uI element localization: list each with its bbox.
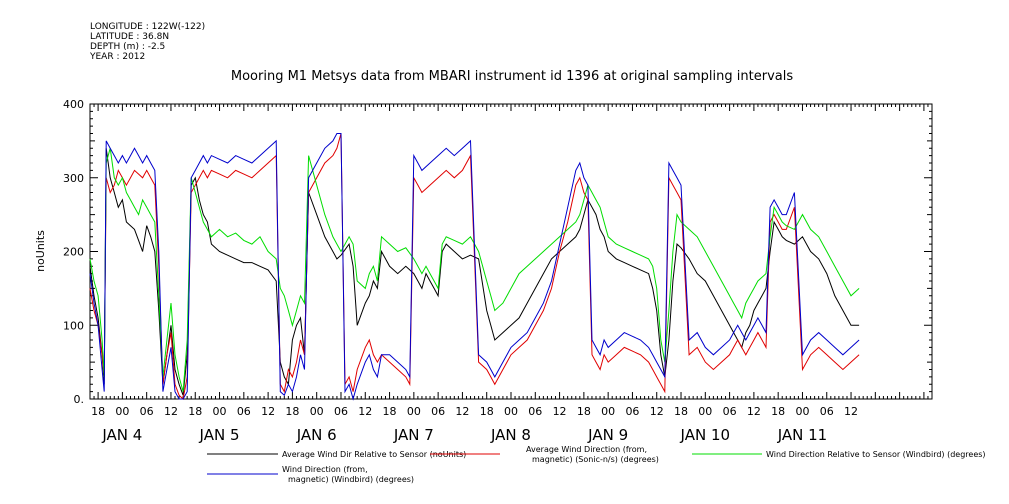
x-tick-label: 12 (650, 405, 664, 418)
meta-latitude: LATITUDE : 36.8N (90, 32, 170, 42)
x-tick-label: 06 (431, 405, 445, 418)
x-tick-label: 06 (237, 405, 251, 418)
metadata-block: LONGITUDE : 122W(-122) LATITUDE : 36.8N … (90, 22, 205, 62)
x-tick-label: 06 (528, 405, 542, 418)
x-tick-label: 00 (698, 405, 712, 418)
x-tick-label: 18 (577, 405, 591, 418)
x-tick-label: 00 (407, 405, 421, 418)
series-line-1 (89, 133, 860, 400)
x-tick-label: 00 (601, 405, 615, 418)
date-label: JAN 5 (199, 426, 240, 444)
x-tick-label: 06 (723, 405, 737, 418)
x-tick-label: 18 (771, 405, 785, 418)
plot-area: 0. 100 200 300 400 18 00 06 12 18 00 06 12 18 00 06 12 18… (63, 98, 933, 444)
x-tick-label: 18 (285, 405, 299, 418)
x-tick-label: 00 (504, 405, 518, 418)
legend-label-1: magnetic) (Sonic-n/s) (degrees) (532, 455, 659, 464)
x-tick-label: 18 (383, 405, 397, 418)
legend-label-1: Average Wind Direction (from, (526, 445, 647, 454)
x-tick-label: 12 (553, 405, 567, 418)
x-tick-label: 06 (820, 405, 834, 418)
date-label: JAN 7 (393, 426, 434, 444)
date-label: JAN 10 (680, 426, 731, 444)
date-label: JAN 4 (101, 426, 142, 444)
x-tick-label: 00 (310, 405, 324, 418)
meta-depth: DEPTH (m) : -2.5 (90, 42, 166, 52)
x-tick-label: 12 (261, 405, 275, 418)
x-tick-label: 00 (115, 405, 129, 418)
x-tick-label: 18 (674, 405, 688, 418)
x-tick-label: 18 (480, 405, 494, 418)
meta-year: YEAR : 2012 (90, 52, 146, 62)
meta-longitude: LONGITUDE : 122W(-122) (90, 22, 206, 32)
x-tick-label: 06 (140, 405, 154, 418)
x-tick-label: 00 (795, 405, 809, 418)
x-tick-label: 12 (747, 405, 761, 418)
date-label: JAN 9 (587, 426, 628, 444)
x-tick-label: 12 (455, 405, 469, 418)
x-tick-label: 06 (334, 405, 348, 418)
series-line-0 (89, 148, 860, 396)
y-tick-label: 0. (74, 393, 85, 406)
series-line-2 (89, 148, 860, 392)
x-tick-label: 12 (844, 405, 858, 418)
legend-label-0: Average Wind Dir Relative to Sensor (noU… (282, 450, 466, 459)
legend-label-2: Wind Direction Relative to Sensor (Windb… (766, 450, 986, 459)
date-label: JAN 6 (296, 426, 337, 444)
y-tick-label: 200 (63, 246, 84, 259)
x-tick-label: 12 (164, 405, 178, 418)
x-tick-label: 00 (213, 405, 227, 418)
x-tick-label: 06 (625, 405, 639, 418)
legend-label-3: magnetic) (Windbird) (degrees) (288, 475, 414, 484)
y-tick-label: 400 (63, 98, 84, 111)
x-tick-label: 18 (188, 405, 202, 418)
legend-label-3: Wind Direction (from, (282, 465, 368, 474)
x-tick-label: 12 (358, 405, 372, 418)
chart-title: Mooring M1 Metsys data from MBARI instru… (231, 69, 793, 84)
y-tick-label: 100 (63, 319, 84, 332)
series-line-3 (89, 133, 860, 401)
date-label: JAN 11 (777, 426, 828, 444)
y-axis-label: noUnits (34, 230, 47, 272)
date-label: JAN 8 (490, 426, 531, 444)
y-tick-label: 300 (63, 172, 84, 185)
x-tick-label: 18 (91, 405, 105, 418)
legend: Average Wind Dir Relative to Sensor (noU… (207, 445, 986, 484)
